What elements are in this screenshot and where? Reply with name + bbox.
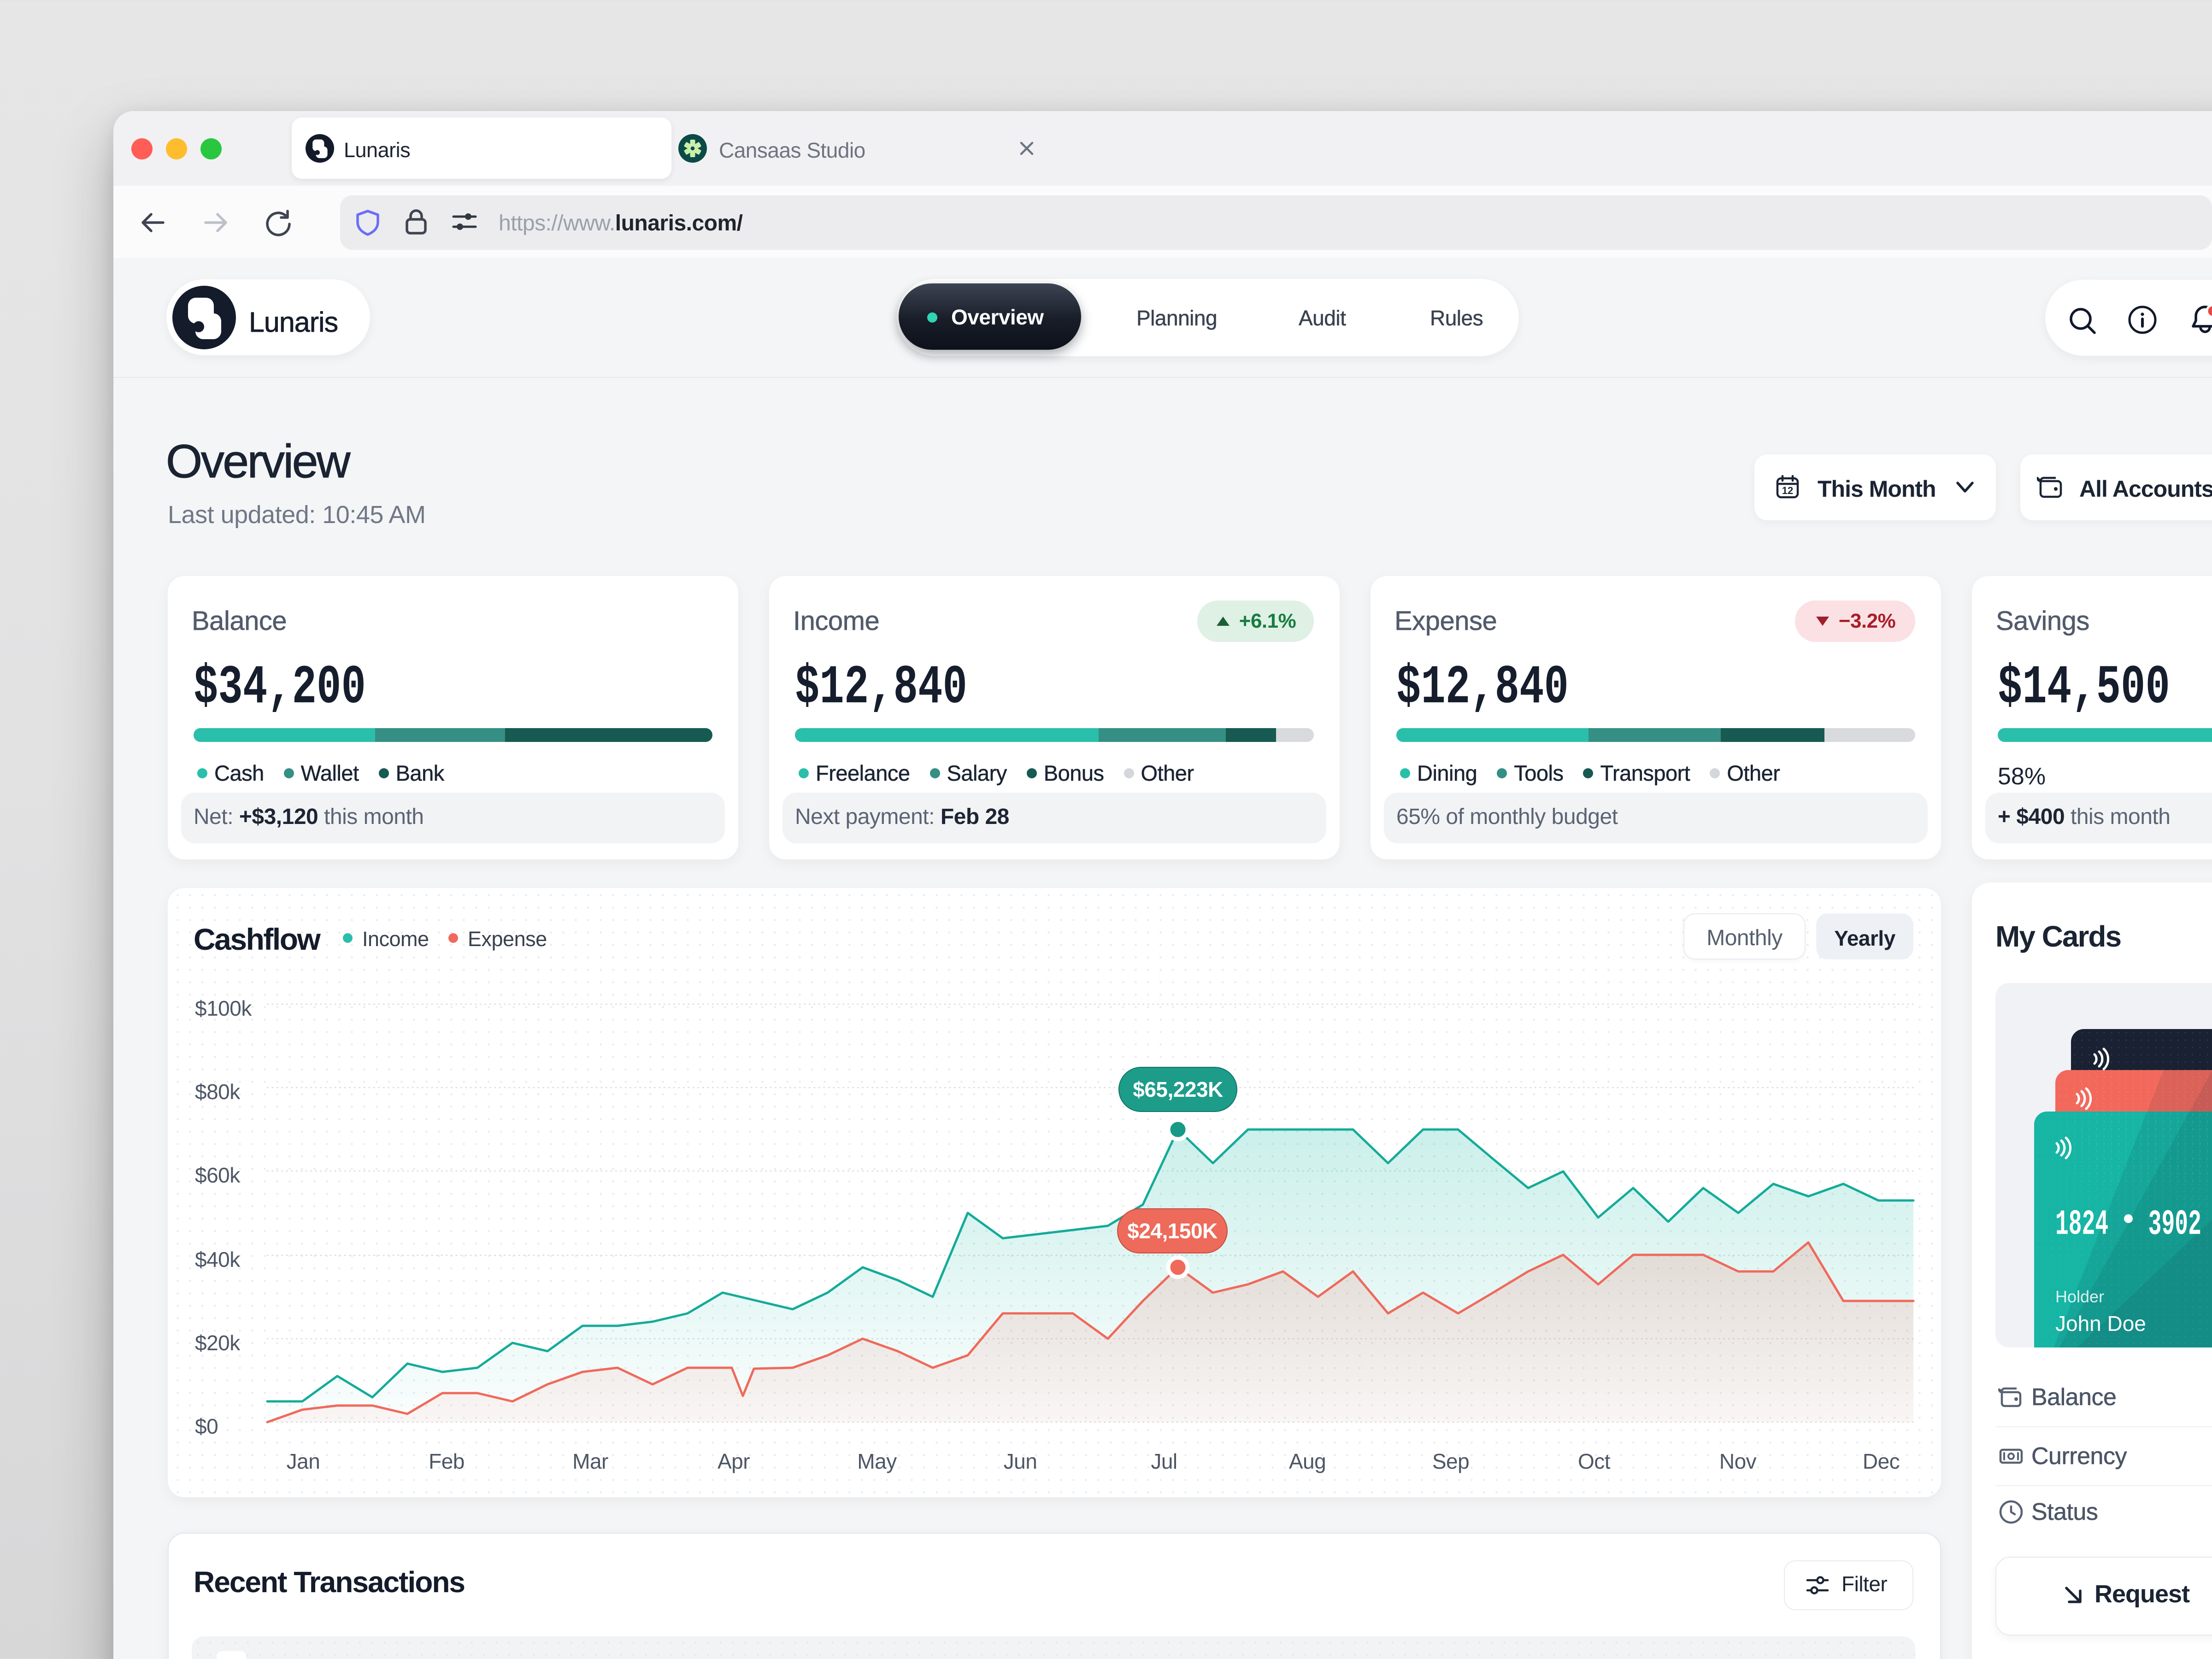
svg-text:$40k: $40k xyxy=(195,1247,241,1271)
svg-text:$60k: $60k xyxy=(195,1163,241,1187)
svg-text:May: May xyxy=(857,1449,897,1473)
svg-text:$100k: $100k xyxy=(195,996,252,1020)
svg-text:Jan: Jan xyxy=(287,1449,320,1473)
svg-text:$0: $0 xyxy=(195,1414,218,1438)
svg-text:Dec: Dec xyxy=(1863,1449,1900,1473)
svg-text:Mar: Mar xyxy=(572,1449,608,1473)
svg-text:$65,223K: $65,223K xyxy=(1133,1077,1223,1101)
svg-text:12: 12 xyxy=(1782,485,1793,496)
svg-text:$80k: $80k xyxy=(195,1080,241,1104)
svg-text:Jun: Jun xyxy=(1004,1449,1037,1473)
svg-text:Aug: Aug xyxy=(1289,1449,1326,1473)
svg-text:Feb: Feb xyxy=(429,1449,465,1473)
svg-text:Jul: Jul xyxy=(1151,1449,1177,1473)
svg-text:Apr: Apr xyxy=(718,1449,750,1473)
svg-text:$20k: $20k xyxy=(195,1331,241,1355)
svg-text:Sep: Sep xyxy=(1432,1449,1469,1473)
svg-text:Nov: Nov xyxy=(1719,1449,1757,1473)
svg-text:Oct: Oct xyxy=(1578,1449,1611,1473)
svg-text:$24,150K: $24,150K xyxy=(1127,1219,1218,1243)
